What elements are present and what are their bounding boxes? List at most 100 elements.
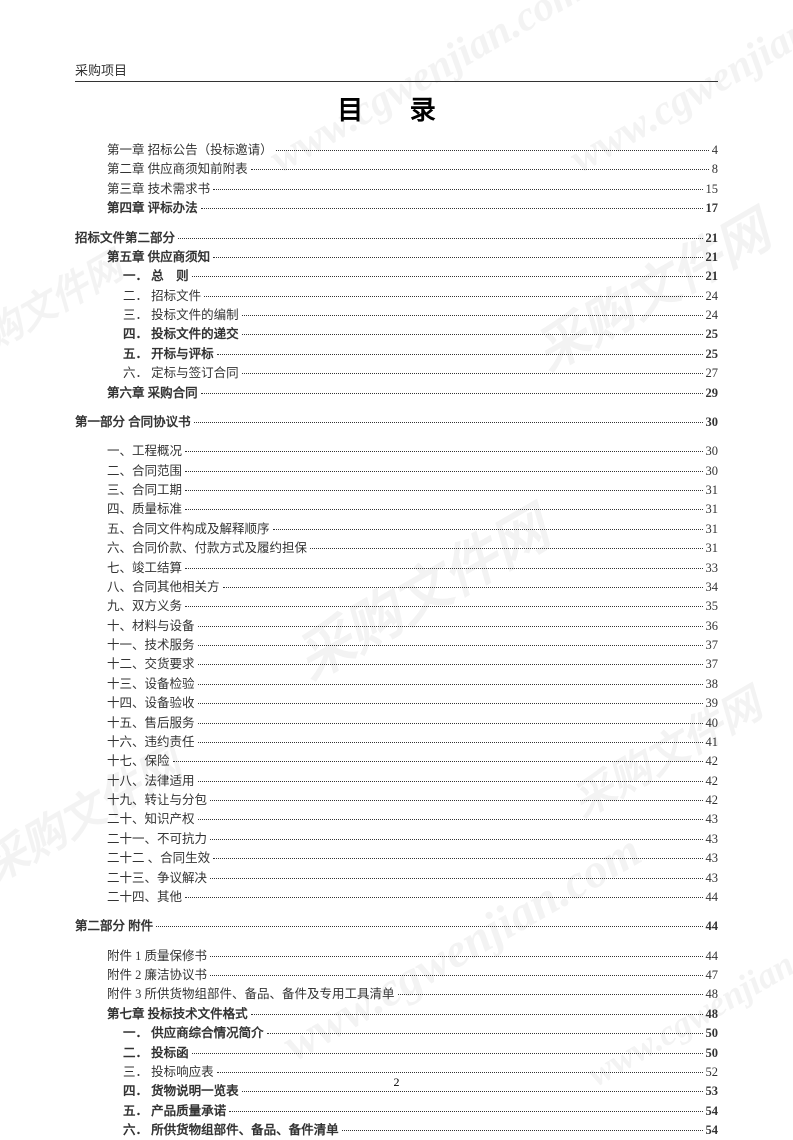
toc-entry: 十七、保险42 — [75, 752, 718, 771]
toc-entry: 一． 供应商综合情况简介50 — [75, 1024, 718, 1043]
toc-dots — [210, 800, 702, 801]
toc-entry: 二十、知识产权43 — [75, 810, 718, 829]
toc-page: 8 — [712, 160, 718, 179]
toc-dots — [178, 238, 702, 239]
toc-entry: 六． 定标与签订合同27 — [75, 364, 718, 383]
toc-label: 第一章 招标公告（投标邀请） — [107, 141, 273, 160]
toc-title: 目 录 — [75, 90, 718, 127]
toc-page: 33 — [706, 559, 719, 578]
toc-entry: 第二章 供应商须知前附表8 — [75, 160, 718, 179]
toc-page: 42 — [706, 772, 719, 791]
toc-label: 附件 3 所供货物组部件、备品、备件及专用工具清单 — [107, 985, 395, 1004]
toc-page: 40 — [706, 714, 719, 733]
toc-page: 37 — [706, 636, 719, 655]
toc-dots — [185, 897, 702, 898]
toc-page: 43 — [706, 849, 719, 868]
toc-label: 十六、违约责任 — [107, 733, 195, 752]
toc-label: 三． 投标响应表 — [123, 1063, 214, 1082]
toc-dots — [198, 723, 703, 724]
toc-page: 31 — [706, 500, 719, 519]
toc-dots — [210, 878, 702, 879]
toc-entry: 九、双方义务 35 — [75, 597, 718, 616]
toc-label: 十四、设备验收 — [107, 694, 195, 713]
toc-page: 35 — [706, 597, 719, 616]
toc-page: 21 — [706, 248, 719, 267]
toc-label: 第一部分 合同协议书 — [75, 413, 191, 432]
toc-dots — [276, 150, 709, 151]
toc-page: 43 — [706, 830, 719, 849]
toc-label: 附件 2 廉洁协议书 — [107, 966, 207, 985]
toc-label: 五． 开标与评标 — [123, 345, 214, 364]
toc-dots — [251, 169, 709, 170]
toc-entry: 一． 总 则21 — [75, 267, 718, 286]
toc-page: 30 — [706, 413, 719, 432]
toc-page: 29 — [706, 384, 719, 403]
toc-entry: 八、合同其他相关方34 — [75, 578, 718, 597]
toc-label: 二十二 、合同生效 — [107, 849, 210, 868]
toc-entry: 二十四、其他44 — [75, 888, 718, 907]
toc-entry: 十四、设备验收39 — [75, 694, 718, 713]
toc-dots — [198, 645, 703, 646]
toc-dots — [204, 296, 702, 297]
toc-page: 47 — [706, 966, 719, 985]
toc-entry: 十八、法律适用42 — [75, 772, 718, 791]
toc-label: 四． 货物说明一览表 — [123, 1082, 239, 1101]
toc-entry: 十三、设备检验38 — [75, 675, 718, 694]
toc-page: 43 — [706, 869, 719, 888]
toc-page: 24 — [706, 287, 719, 306]
toc-page: 34 — [706, 578, 719, 597]
toc-dots — [213, 858, 702, 859]
toc-entry: 第一部分 合同协议书 30 — [75, 413, 718, 432]
toc-dots — [185, 568, 702, 569]
toc-page: 44 — [706, 917, 719, 936]
toc-dots — [267, 1033, 703, 1034]
toc-dots — [398, 994, 703, 995]
toc-entry: 十二、交货要求37 — [75, 655, 718, 674]
toc-dots — [242, 334, 703, 335]
toc-label: 第三章 技术需求书 — [107, 180, 210, 199]
toc-page: 25 — [706, 325, 719, 344]
toc-dots — [198, 626, 703, 627]
toc-dots — [198, 742, 703, 743]
toc-dots — [201, 393, 703, 394]
toc-entry: 第七章 投标技术文件格式48 — [75, 1005, 718, 1024]
toc-label: 九、双方义务 — [107, 597, 182, 616]
toc-page: 31 — [706, 520, 719, 539]
toc-label: 二． 投标函 — [123, 1044, 189, 1063]
toc-dots — [185, 451, 702, 452]
toc-page: 30 — [706, 462, 719, 481]
toc-page: 42 — [706, 791, 719, 810]
toc-dots — [185, 509, 702, 510]
toc-dots — [242, 373, 703, 374]
toc-dots — [342, 1130, 703, 1131]
toc-dots — [242, 315, 703, 316]
toc-page: 15 — [706, 180, 719, 199]
toc-entry: 三． 投标文件的编制 24 — [75, 306, 718, 325]
toc-label: 二十、知识产权 — [107, 810, 195, 829]
toc-page: 50 — [706, 1024, 719, 1043]
toc-entry: 第四章 评标办法17 — [75, 199, 718, 218]
toc-entry: 二、合同范围30 — [75, 462, 718, 481]
toc-label: 三． 投标文件的编制 — [123, 306, 239, 325]
toc-dots — [213, 189, 702, 190]
toc-page: 24 — [706, 306, 719, 325]
toc-entry: 五． 开标与评标25 — [75, 345, 718, 364]
toc-entry: 十、材料与设备36 — [75, 617, 718, 636]
toc-dots — [185, 606, 702, 607]
toc-page: 44 — [706, 947, 719, 966]
toc-label: 附件 1 质量保修书 — [107, 947, 207, 966]
toc-dots — [156, 926, 702, 927]
toc-page: 31 — [706, 481, 719, 500]
toc-entry: 四、质量标准31 — [75, 500, 718, 519]
toc-entry: 十五、售后服务40 — [75, 714, 718, 733]
toc-page: 37 — [706, 655, 719, 674]
toc-dots — [229, 1111, 702, 1112]
toc-dots — [198, 781, 703, 782]
toc-dots — [201, 208, 703, 209]
toc-dots — [210, 956, 702, 957]
toc-label: 二十四、其他 — [107, 888, 182, 907]
toc-dots — [192, 276, 703, 277]
toc-entry: 二十一、不可抗力43 — [75, 830, 718, 849]
toc-entry: 二十二 、合同生效 43 — [75, 849, 718, 868]
toc-entry: 第三章 技术需求书 15 — [75, 180, 718, 199]
